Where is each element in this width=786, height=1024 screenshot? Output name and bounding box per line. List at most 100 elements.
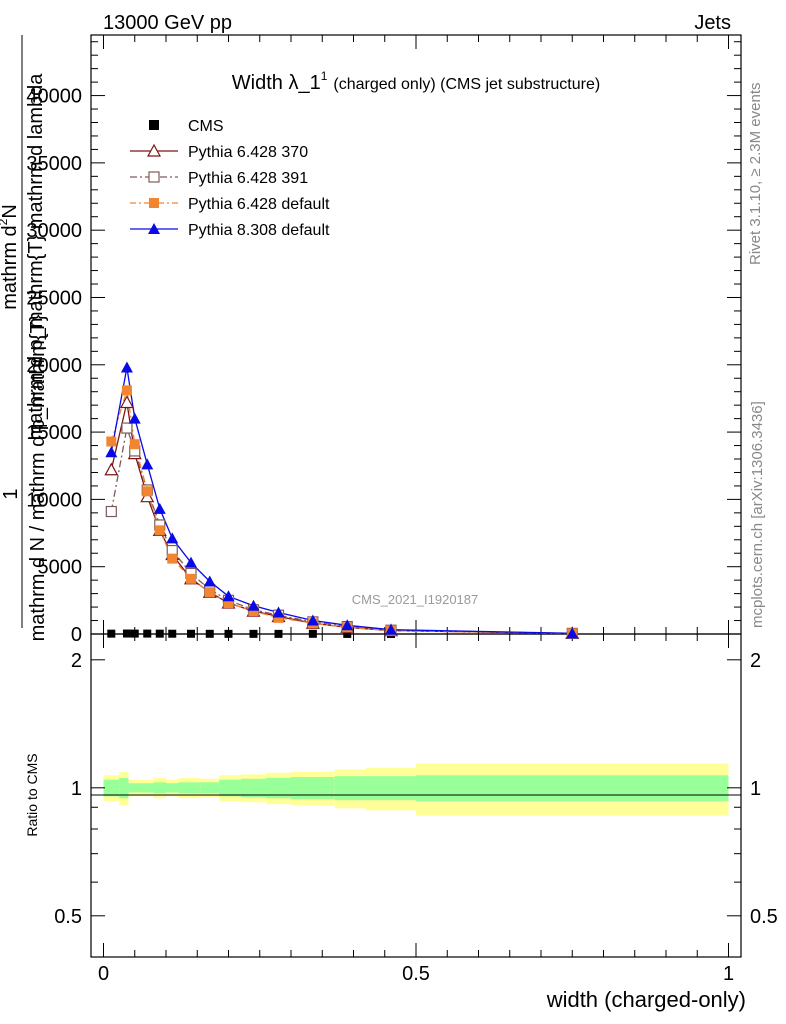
ratio-green-band-bin bbox=[103, 779, 120, 797]
series-line bbox=[110, 425, 573, 635]
mcplots-label: mcplots.cern.ch [arXiv:1306.3436] bbox=[749, 401, 766, 628]
axis-ticks bbox=[91, 35, 741, 957]
data-point bbox=[186, 573, 196, 584]
data-point bbox=[248, 606, 259, 617]
y-tick-label: 15000 bbox=[26, 422, 82, 444]
ratio-green-band-bin bbox=[178, 782, 201, 794]
data-point bbox=[149, 120, 159, 130]
ratio-tick-label-left: 2 bbox=[71, 650, 82, 672]
data-point bbox=[249, 629, 258, 638]
x-axis-label: width (charged-only) bbox=[546, 987, 746, 1012]
data-point bbox=[205, 629, 214, 638]
ratio-green-band-bin bbox=[200, 782, 220, 794]
data-point bbox=[122, 629, 131, 638]
data-point bbox=[167, 553, 178, 564]
data-point bbox=[185, 556, 197, 568]
rivet-version-label: Rivet 3.1.10, ≥ 2.3M events bbox=[747, 83, 764, 266]
series-line bbox=[110, 390, 573, 635]
ratio-green-band-bin bbox=[119, 777, 129, 799]
x-tick-label: 0.5 bbox=[402, 963, 430, 985]
header-right: Jets bbox=[694, 12, 731, 34]
data-point bbox=[142, 486, 153, 497]
data-point bbox=[224, 629, 233, 638]
data-point bbox=[385, 623, 397, 635]
data-point bbox=[104, 462, 119, 476]
data-point bbox=[105, 505, 117, 518]
y-label-bottom-denominator: mathrm d N / mathrm d p_mathrm{T} bbox=[27, 314, 49, 641]
legend-label: Pythia 8.308 default bbox=[188, 222, 330, 239]
data-point bbox=[566, 627, 579, 639]
y-tick-label: 25000 bbox=[26, 287, 82, 309]
data-point bbox=[153, 502, 166, 514]
data-point bbox=[273, 612, 284, 623]
y-label-one: 1 bbox=[0, 488, 22, 499]
data-point bbox=[121, 422, 133, 434]
y-tick-label: 10000 bbox=[26, 489, 82, 511]
data-point bbox=[146, 143, 162, 157]
axis-tick-labels: 0 0.5 1 0 5000 10000 15000 20000 25000 30000 35000… bbox=[26, 86, 777, 985]
y-tick-label: 20000 bbox=[26, 355, 82, 377]
chart-title-sup: 1 bbox=[321, 69, 328, 83]
data-point bbox=[203, 575, 216, 587]
ratio-tick-label-right: 1 bbox=[750, 778, 761, 800]
data-point bbox=[341, 619, 354, 631]
ratio-green-band-bin bbox=[266, 777, 291, 799]
ratio-green-band-bin bbox=[291, 777, 335, 800]
data-point bbox=[247, 599, 260, 611]
data-point bbox=[149, 198, 159, 208]
legend: CMS Pythia 6.428 370 Pythia 6.428 391 Pythi… bbox=[130, 118, 330, 239]
data-point bbox=[148, 223, 160, 234]
data-point bbox=[119, 395, 134, 409]
data-point bbox=[148, 171, 160, 183]
data-point bbox=[223, 598, 234, 609]
data-point bbox=[130, 629, 139, 638]
data-point bbox=[129, 439, 140, 450]
data-point bbox=[222, 590, 235, 602]
ratio-green-band-bin bbox=[416, 775, 729, 802]
data-point bbox=[204, 587, 215, 598]
data-point bbox=[143, 629, 152, 638]
analysis-watermark: CMS_2021_I1920187 bbox=[352, 592, 479, 607]
y-tick-label: 0 bbox=[71, 624, 82, 646]
chart-title-paren: (charged only) (CMS jet substructure) bbox=[333, 76, 600, 93]
data-point bbox=[343, 629, 352, 638]
y-label-denominator: mathrm d p_mathrm{T} mathrm d lambda bbox=[25, 73, 47, 441]
data-point bbox=[106, 436, 117, 447]
data-point bbox=[274, 629, 283, 638]
ratio-green-band-bin bbox=[141, 783, 154, 793]
data-point bbox=[128, 412, 141, 424]
ratio-bands bbox=[103, 763, 729, 816]
legend-label: CMS bbox=[188, 118, 224, 135]
y-label-sup: 2 bbox=[0, 218, 10, 225]
series-line bbox=[110, 402, 573, 635]
data-point bbox=[121, 385, 132, 396]
ratio-y-label: Ratio to CMS bbox=[24, 753, 40, 836]
chart-title-main: Width λ_1 bbox=[232, 72, 321, 94]
y-label-numerator: mathrm d2N bbox=[0, 204, 21, 310]
x-tick-label: 0 bbox=[98, 963, 109, 985]
y-tick-label: 30000 bbox=[26, 220, 82, 242]
y-label-n: N bbox=[0, 204, 21, 218]
ratio-tick-label-right: 0.5 bbox=[750, 906, 778, 928]
y-tick-label: 35000 bbox=[26, 153, 82, 175]
ratio-green-band-bin bbox=[241, 778, 266, 798]
ratio-green-band-bin bbox=[366, 776, 416, 801]
data-point bbox=[306, 614, 319, 626]
x-tick-label: 1 bbox=[723, 963, 734, 985]
series-lines bbox=[110, 367, 573, 635]
data-point bbox=[308, 629, 317, 638]
ratio-green-band-bin bbox=[128, 783, 141, 793]
ratio-green-band-bin bbox=[166, 783, 179, 793]
data-point bbox=[120, 361, 133, 373]
data-point bbox=[141, 458, 154, 470]
series-line bbox=[110, 367, 573, 634]
data-point bbox=[155, 629, 164, 638]
ratio-tick-label-left: 1 bbox=[71, 778, 82, 800]
legend-label: Pythia 6.428 370 bbox=[188, 144, 308, 161]
chart-title: Width λ_11 (charged only) (CMS jet substr… bbox=[232, 69, 600, 94]
y-label-d: mathrm d bbox=[0, 225, 21, 309]
data-point bbox=[154, 525, 165, 536]
series-markers bbox=[104, 361, 580, 640]
data-point bbox=[166, 532, 179, 544]
